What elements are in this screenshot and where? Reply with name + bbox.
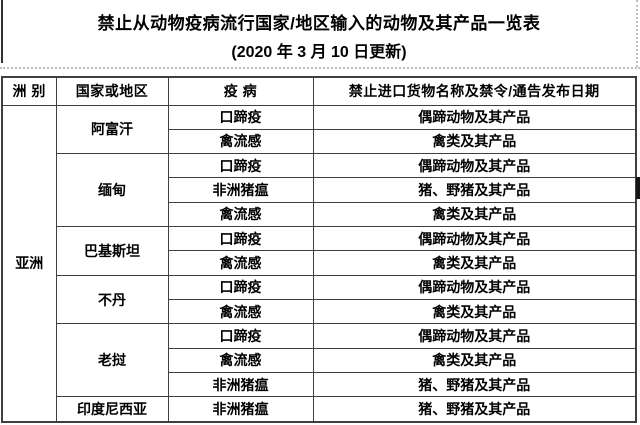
table-row: 不丹 口蹄疫 偶蹄动物及其产品 (2, 274, 637, 325)
goods-cell: 猪、野猪及其产品 (312, 372, 637, 398)
country-cell: 阿富汗 (55, 104, 169, 155)
table-header-row: 洲 别 国家或地区 疫 病 禁止进口货物名称及禁令/通告发布日期 (1, 76, 637, 106)
table-row: 禽流感 禽类及其产品 (2, 201, 637, 228)
goods-cell: 禽类及其产品 (312, 128, 637, 155)
disease-cell: 非洲猪瘟 (167, 396, 314, 423)
country-cell: 巴基斯坦 (55, 226, 169, 276)
table-row: 缅甸 口蹄疫 偶蹄动物及其产品 (2, 153, 637, 228)
table-row: 禽流感 禽类及其产品 (2, 299, 637, 325)
table-row: 非洲猪瘟 猪、野猪及其产品 (2, 372, 637, 398)
table-row: 老挝 口蹄疫 偶蹄动物及其产品 (2, 323, 637, 398)
header-country: 国家或地区 (55, 76, 169, 106)
disease-cell: 禽流感 (167, 299, 314, 325)
page-subtitle: (2020 年 3 月 10 日更新) (231, 44, 407, 61)
disease-cell: 口蹄疫 (167, 274, 314, 301)
page-boundary-dotted-horizontal (0, 67, 640, 69)
disease-cell: 非洲猪瘟 (167, 372, 314, 398)
country-cell: 老挝 (55, 323, 169, 398)
goods-cell: 偶蹄动物及其产品 (312, 274, 637, 301)
goods-cell: 禽类及其产品 (312, 347, 637, 374)
table-body: 亚洲 阿富汗 口蹄疫 偶蹄动物及其产品 禽流感 禽类及其产品 缅甸 口蹄疫 偶蹄动物及其产品 非洲… (1, 104, 637, 423)
table-row: 巴基斯坦 口蹄疫 偶蹄动物及其产品 (2, 226, 637, 276)
disease-cell: 禽流感 (167, 250, 314, 276)
table-row: 禽流感 禽类及其产品 (2, 128, 637, 155)
disease-cell: 口蹄疫 (167, 153, 314, 179)
disease-cell: 禽流感 (167, 201, 314, 228)
continent-cell: 亚洲 (1, 104, 57, 423)
goods-cell: 禽类及其产品 (312, 299, 637, 325)
country-cell: 印度尼西亚 (55, 396, 169, 423)
goods-cell: 偶蹄动物及其产品 (312, 153, 637, 179)
disease-cell: 非洲猪瘟 (167, 177, 314, 203)
disease-cell: 禽流感 (167, 128, 314, 155)
goods-cell: 禽类及其产品 (312, 201, 637, 228)
country-cell: 不丹 (55, 274, 169, 325)
goods-cell: 偶蹄动物及其产品 (312, 226, 637, 252)
banned-imports-table: 洲 别 国家或地区 疫 病 禁止进口货物名称及禁令/通告发布日期 亚洲 阿富汗 口蹄… (1, 76, 637, 423)
page-boundary-left-line (1, 0, 3, 63)
country-cell: 缅甸 (55, 153, 169, 228)
table-row: 印度尼西亚 非洲猪瘟 猪、野猪及其产品 (2, 396, 637, 423)
goods-cell: 禽类及其产品 (312, 250, 637, 276)
disease-cell: 口蹄疫 (167, 226, 314, 252)
disease-cell: 禽流感 (167, 347, 314, 374)
page-title: 禁止从动物疫病流行国家/地区输入的动物及其产品一览表 (97, 14, 541, 33)
goods-cell: 猪、野猪及其产品 (312, 177, 637, 203)
header-goods: 禁止进口货物名称及禁令/通告发布日期 (312, 76, 637, 106)
header-continent: 洲 别 (1, 76, 57, 106)
disease-cell: 口蹄疫 (167, 323, 314, 349)
table-row: 亚洲 阿富汗 口蹄疫 偶蹄动物及其产品 (1, 104, 637, 423)
goods-cell: 猪、野猪及其产品 (312, 396, 637, 423)
page-boundary-dotted-vertical (636, 0, 638, 67)
table-row: 禽流感 禽类及其产品 (2, 347, 637, 374)
right-edge-black-mark (636, 177, 640, 199)
table-row: 禽流感 禽类及其产品 (2, 250, 637, 276)
disease-cell: 口蹄疫 (167, 104, 314, 130)
goods-cell: 偶蹄动物及其产品 (312, 104, 637, 130)
goods-cell: 偶蹄动物及其产品 (312, 323, 637, 349)
header-disease: 疫 病 (167, 76, 314, 106)
